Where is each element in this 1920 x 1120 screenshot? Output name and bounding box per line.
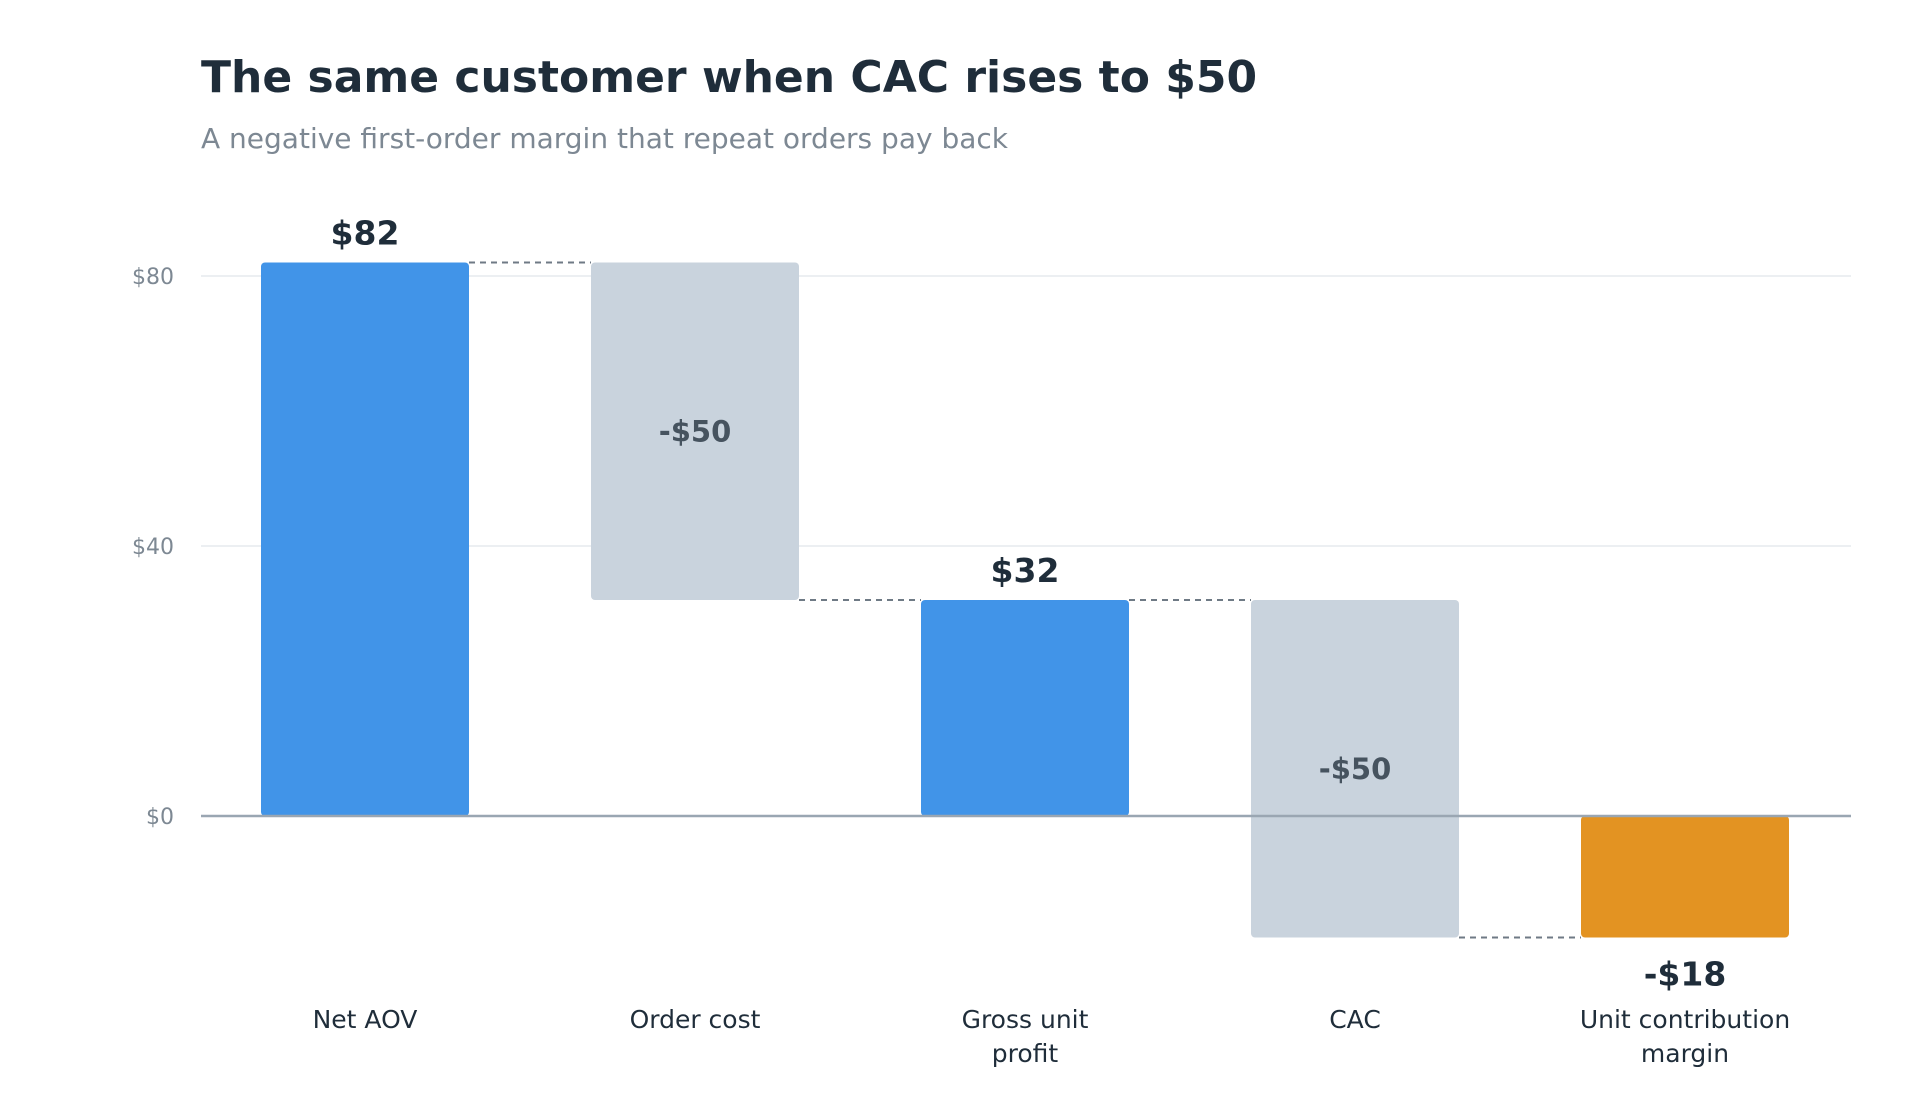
category-label: CAC [1329,1005,1381,1034]
grid-layer: $0 $40 $80 [132,265,1851,830]
category-label: profit [992,1039,1059,1068]
bar-1 [591,262,799,600]
bar-2 [921,600,1129,816]
category-label: Order cost [630,1005,761,1034]
bar-3 [1251,600,1459,938]
bar-layer [201,262,1851,938]
category-label: Unit contribution [1580,1005,1790,1034]
y-tick-label: $0 [146,805,174,830]
bar-4 [1581,816,1789,938]
bar-value-label: -$18 [1644,955,1727,994]
connector-layer [469,261,1581,939]
y-tick-label: $80 [132,265,174,290]
category-label: Gross unit [962,1005,1089,1034]
bar-value-label: $82 [331,214,400,253]
y-tick-label: $40 [132,535,174,560]
bar-value-label: -$50 [1319,752,1392,786]
bar-0 [261,262,469,816]
category-label: margin [1641,1039,1729,1068]
bar-value-label: $32 [991,551,1060,590]
label-layer: $82 Net AOV -$50 Order cost $32 Gross unit pro… [313,214,1791,1069]
category-label: Net AOV [313,1005,418,1034]
chart-title: The same customer when CAC rises to $50 [201,52,1258,103]
chart-subtitle: A negative first-order margin that repea… [201,122,1008,155]
bar-value-label: -$50 [659,414,732,448]
